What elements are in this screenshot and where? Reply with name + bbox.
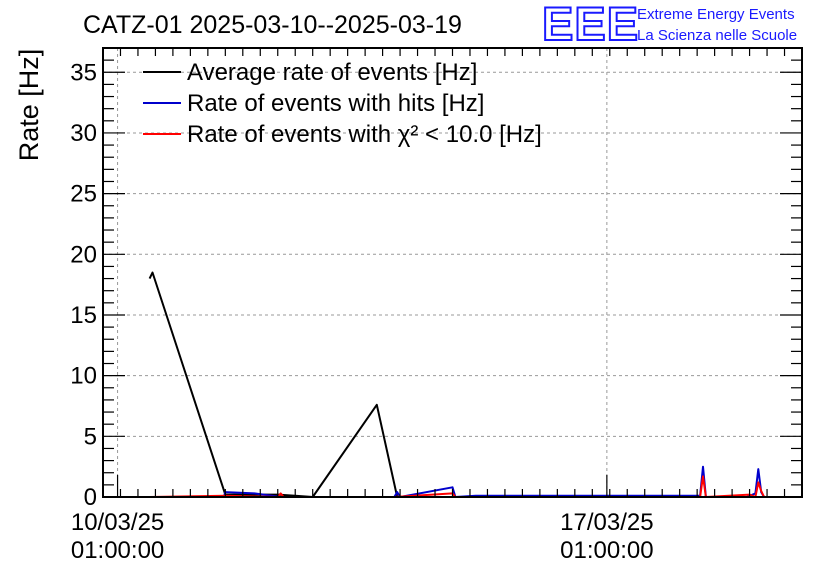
logo-line-1: Extreme Energy Events xyxy=(637,6,795,23)
y-tick-label: 10 xyxy=(70,363,97,390)
series-group xyxy=(148,271,779,498)
eee-logo: EEE Extreme Energy Events La Scienza nel… xyxy=(541,0,797,51)
y-tick-label: 35 xyxy=(70,59,97,86)
x-tick-label-time: 01:00:00 xyxy=(560,537,653,564)
y-tick-label: 30 xyxy=(70,120,97,147)
y-tick-label: 0 xyxy=(84,484,97,511)
legend-label-1: Rate of events with hits [Hz] xyxy=(187,90,484,117)
x-tick-label-time: 01:00:00 xyxy=(71,537,164,564)
chart-title: CATZ-01 2025-03-10--2025-03-19 xyxy=(83,11,462,39)
grid xyxy=(103,48,802,497)
logo-line-2: La Scienza nelle Scuole xyxy=(637,27,797,44)
legend-label-2: Rate of events with χ² < 10.0 [Hz] xyxy=(187,121,542,148)
axis-ticks: 0510152025303510/03/2501:00:0017/03/2501… xyxy=(70,47,803,564)
x-tick-label-date: 17/03/25 xyxy=(560,509,653,536)
legend-label-0: Average rate of events [Hz] xyxy=(187,59,477,86)
y-tick-label: 5 xyxy=(84,423,97,450)
y-axis-label: Rate [Hz] xyxy=(14,49,44,162)
series-line-1 xyxy=(149,465,779,498)
logo-letters: EEE xyxy=(542,0,639,50)
legend: Average rate of events [Hz] Rate of event… xyxy=(143,59,542,148)
x-tick-label-date: 10/03/25 xyxy=(71,509,164,536)
y-tick-label: 15 xyxy=(70,302,97,329)
y-tick-label: 20 xyxy=(70,241,97,268)
series-line-0 xyxy=(148,271,399,498)
y-tick-label: 25 xyxy=(70,181,97,208)
